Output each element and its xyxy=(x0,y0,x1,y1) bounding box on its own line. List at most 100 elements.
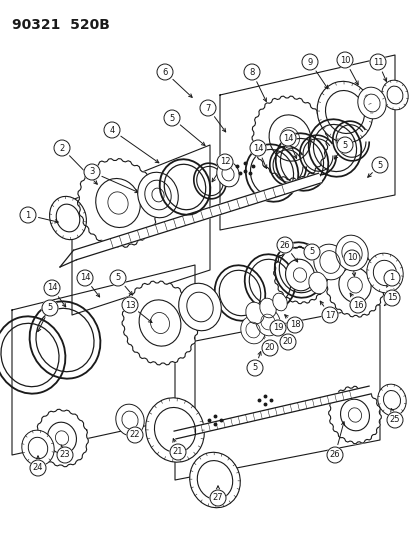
Ellipse shape xyxy=(139,300,180,346)
Ellipse shape xyxy=(259,298,275,318)
Circle shape xyxy=(57,447,73,463)
Text: 3: 3 xyxy=(89,167,95,176)
Text: 25: 25 xyxy=(389,416,399,424)
Circle shape xyxy=(276,237,292,253)
Text: 15: 15 xyxy=(386,294,396,303)
Circle shape xyxy=(371,157,387,173)
Ellipse shape xyxy=(189,453,240,508)
Circle shape xyxy=(30,460,46,476)
Circle shape xyxy=(243,64,259,80)
Ellipse shape xyxy=(335,235,367,271)
Circle shape xyxy=(209,490,225,506)
Text: 18: 18 xyxy=(289,320,299,329)
Ellipse shape xyxy=(255,308,280,336)
Polygon shape xyxy=(74,173,321,260)
Ellipse shape xyxy=(377,384,405,416)
Text: 19: 19 xyxy=(272,324,282,333)
Ellipse shape xyxy=(381,80,407,110)
Circle shape xyxy=(383,270,399,286)
Text: 14: 14 xyxy=(47,284,57,293)
Circle shape xyxy=(369,54,385,70)
Ellipse shape xyxy=(245,302,263,324)
Ellipse shape xyxy=(95,179,140,228)
Text: 27: 27 xyxy=(212,494,223,503)
Text: 2: 2 xyxy=(59,143,64,152)
Text: 9: 9 xyxy=(306,58,312,67)
Circle shape xyxy=(326,447,342,463)
Ellipse shape xyxy=(340,399,368,431)
Ellipse shape xyxy=(357,87,385,119)
Text: 14: 14 xyxy=(252,143,263,152)
Circle shape xyxy=(249,140,266,156)
Circle shape xyxy=(199,100,216,116)
Ellipse shape xyxy=(145,398,204,462)
Ellipse shape xyxy=(178,283,221,331)
Circle shape xyxy=(110,270,126,286)
Text: 5: 5 xyxy=(115,273,120,282)
Circle shape xyxy=(157,64,173,80)
Circle shape xyxy=(336,137,352,153)
Text: 20: 20 xyxy=(282,337,292,346)
Text: 5: 5 xyxy=(47,303,52,312)
Circle shape xyxy=(383,290,399,306)
Ellipse shape xyxy=(338,268,370,303)
Circle shape xyxy=(77,270,93,286)
Circle shape xyxy=(44,280,60,296)
Text: 14: 14 xyxy=(282,133,292,142)
Circle shape xyxy=(301,54,317,70)
Polygon shape xyxy=(122,281,197,365)
Text: 22: 22 xyxy=(129,431,140,440)
Text: 11: 11 xyxy=(372,58,382,67)
Circle shape xyxy=(336,52,352,68)
Text: 5: 5 xyxy=(169,114,174,123)
Text: 5: 5 xyxy=(342,141,347,149)
Ellipse shape xyxy=(366,253,402,293)
Circle shape xyxy=(269,320,285,336)
Ellipse shape xyxy=(138,172,178,218)
Ellipse shape xyxy=(47,422,76,454)
Ellipse shape xyxy=(240,316,265,344)
Circle shape xyxy=(279,334,295,350)
Circle shape xyxy=(386,412,402,428)
Text: 12: 12 xyxy=(219,157,230,166)
Text: 6: 6 xyxy=(162,68,167,77)
Circle shape xyxy=(216,154,233,170)
Circle shape xyxy=(164,110,180,126)
Text: 26: 26 xyxy=(279,240,290,249)
Text: 21: 21 xyxy=(172,448,183,456)
Polygon shape xyxy=(174,386,370,439)
Ellipse shape xyxy=(216,161,239,187)
Text: 1: 1 xyxy=(389,273,394,282)
Ellipse shape xyxy=(50,196,86,240)
Ellipse shape xyxy=(313,244,345,280)
Ellipse shape xyxy=(268,115,310,161)
Ellipse shape xyxy=(116,404,144,436)
Circle shape xyxy=(343,250,359,266)
Circle shape xyxy=(349,297,365,313)
Polygon shape xyxy=(273,246,325,304)
Circle shape xyxy=(104,122,120,138)
Text: 1: 1 xyxy=(25,211,31,220)
Polygon shape xyxy=(36,409,88,467)
Text: 90321  520B: 90321 520B xyxy=(12,18,109,32)
Circle shape xyxy=(170,444,185,460)
Text: 5: 5 xyxy=(377,160,382,169)
Circle shape xyxy=(20,207,36,223)
Circle shape xyxy=(84,164,100,180)
Text: 24: 24 xyxy=(33,464,43,472)
Polygon shape xyxy=(252,96,327,180)
Ellipse shape xyxy=(316,82,372,143)
Text: 10: 10 xyxy=(346,254,356,262)
Circle shape xyxy=(286,317,302,333)
Text: 4: 4 xyxy=(109,125,114,134)
Circle shape xyxy=(54,140,70,156)
Text: 17: 17 xyxy=(324,311,335,319)
Circle shape xyxy=(303,244,319,260)
Text: 16: 16 xyxy=(352,301,363,310)
Ellipse shape xyxy=(22,430,54,466)
Circle shape xyxy=(127,427,142,443)
Ellipse shape xyxy=(272,293,287,311)
Text: 8: 8 xyxy=(249,68,254,77)
Text: 20: 20 xyxy=(264,343,275,352)
Text: 13: 13 xyxy=(124,301,135,310)
